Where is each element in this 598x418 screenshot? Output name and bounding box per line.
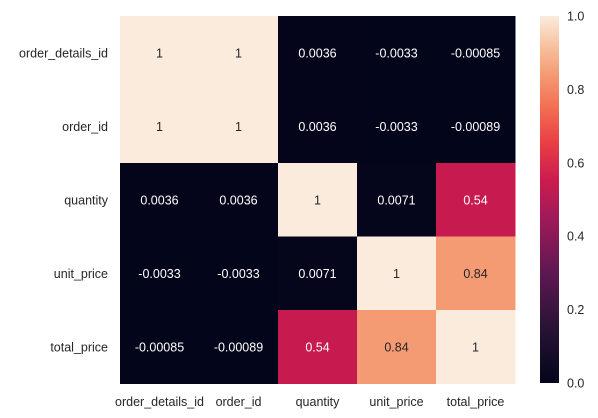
heatmap-cell: [357, 236, 437, 311]
heatmap-annotations: 1 1 0.0036 -0.0033 -0.00085 1 1 0.0036 -0.0033 -0…: [135, 46, 500, 354]
heatmap-cell: [199, 236, 279, 311]
x-tick-label: total_price: [447, 395, 505, 409]
heatmap-cell: [120, 236, 200, 311]
cell-annotation: -0.00085: [451, 46, 500, 60]
cell-annotation: 0.0036: [298, 120, 336, 134]
cell-annotation: -0.0033: [375, 46, 417, 60]
heatmap-cell: [278, 16, 358, 90]
cell-annotation: 0.0036: [140, 193, 178, 207]
cell-annotation: 0.0036: [219, 193, 257, 207]
cell-annotation: 1: [235, 120, 242, 134]
cell-annotation: 0.54: [463, 193, 487, 207]
heatmap-cell: [199, 163, 279, 237]
heatmap-cell: [120, 163, 200, 237]
cell-annotation: 0.84: [463, 267, 487, 281]
heatmap-cell: [357, 310, 437, 384]
heatmap-cell: [436, 236, 516, 311]
cell-annotation: -0.0033: [217, 267, 259, 281]
y-tick-label: total_price: [50, 340, 108, 354]
heatmap-cell: [436, 89, 516, 164]
heatmap-cell: [357, 163, 437, 237]
heatmap-cell: [278, 89, 358, 164]
y-tick-label: unit_price: [54, 267, 108, 281]
heatmap-cell: [120, 89, 200, 164]
heatmap-cell: [278, 236, 358, 311]
heatmap-cell: [120, 310, 200, 384]
cell-annotation: 1: [235, 46, 242, 60]
heatmap-cell: [436, 310, 516, 384]
cell-annotation: 1: [393, 267, 400, 281]
x-tick-label: unit_price: [369, 395, 423, 409]
x-tick-label: order_id: [216, 395, 262, 409]
heatmap-cell: [436, 16, 516, 90]
heatmap-cell: [357, 89, 437, 164]
cell-annotation: 1: [314, 193, 321, 207]
heatmap-cell: [120, 16, 200, 90]
cell-annotation: -0.00085: [135, 340, 184, 354]
heatmap-cell: [278, 163, 358, 237]
cell-annotation: 1: [156, 46, 163, 60]
colorbar-tick-label: 1.0: [567, 10, 584, 24]
heatmap-cell: [199, 16, 279, 90]
colorbar-tick-label: 0.6: [567, 156, 584, 170]
colorbar-tick-label: 0.2: [567, 303, 584, 317]
heatmap-cells: [120, 16, 516, 384]
colorbar-tick-label: 0.8: [567, 83, 584, 97]
cell-annotation: -0.00089: [451, 120, 500, 134]
colorbar-tick-labels: 0.0 0.2 0.4 0.6 0.8 1.0: [567, 10, 584, 391]
heatmap-cell: [278, 310, 358, 384]
colorbar-tick-label: 0.4: [567, 230, 584, 244]
y-tick-label: order_details_id: [19, 46, 108, 60]
x-tick-label: order_details_id: [115, 395, 204, 409]
cell-annotation: 1: [472, 340, 479, 354]
cell-annotation: 0.0036: [298, 46, 336, 60]
x-axis-tick-labels: order_details_id order_id quantity unit_pri…: [115, 395, 504, 409]
x-tick-label: quantity: [296, 395, 341, 409]
colorbar: [540, 16, 559, 383]
heatmap-cell: [199, 310, 279, 384]
heatmap-cell: [436, 163, 516, 237]
heatmap-cell: [199, 89, 279, 164]
cell-annotation: 0.0071: [298, 267, 336, 281]
cell-annotation: -0.0033: [138, 267, 180, 281]
cell-annotation: 0.54: [305, 340, 329, 354]
cell-annotation: 0.84: [384, 340, 408, 354]
cell-annotation: -0.00089: [214, 340, 263, 354]
y-axis-tick-labels: order_details_id order_id quantity unit_pri…: [19, 46, 109, 354]
colorbar-tick-label: 0.0: [567, 377, 584, 391]
cell-annotation: 0.0071: [377, 193, 415, 207]
cell-annotation: -0.0033: [375, 120, 417, 134]
y-tick-label: quantity: [64, 193, 109, 207]
y-tick-label: order_id: [62, 120, 108, 134]
cell-annotation: 1: [156, 120, 163, 134]
heatmap-cell: [357, 16, 437, 90]
